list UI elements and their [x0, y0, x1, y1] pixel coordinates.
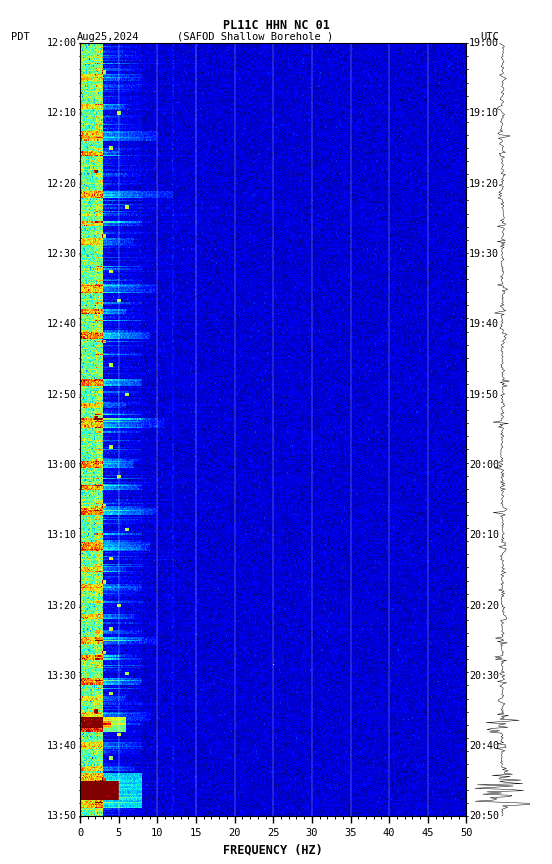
Text: 13:30: 13:30 — [47, 670, 77, 681]
Text: 13:20: 13:20 — [47, 600, 77, 611]
Text: 19:50: 19:50 — [469, 390, 499, 400]
Text: 12:30: 12:30 — [47, 249, 77, 259]
Text: 19:20: 19:20 — [469, 179, 499, 189]
Text: 20:50: 20:50 — [469, 811, 499, 822]
Text: 12:50: 12:50 — [47, 390, 77, 400]
Text: 19:00: 19:00 — [469, 38, 499, 48]
Text: 19:30: 19:30 — [469, 249, 499, 259]
Text: 12:20: 12:20 — [47, 179, 77, 189]
Text: 19:40: 19:40 — [469, 320, 499, 329]
Text: Aug25,2024: Aug25,2024 — [77, 32, 140, 42]
Text: UTC: UTC — [480, 32, 499, 42]
X-axis label: FREQUENCY (HZ): FREQUENCY (HZ) — [224, 844, 323, 857]
Text: 13:40: 13:40 — [47, 741, 77, 751]
Text: 12:40: 12:40 — [47, 320, 77, 329]
Text: 20:30: 20:30 — [469, 670, 499, 681]
Text: 20:00: 20:00 — [469, 460, 499, 470]
Text: 13:50: 13:50 — [47, 811, 77, 822]
Text: 20:20: 20:20 — [469, 600, 499, 611]
Text: (SAFOD Shallow Borehole ): (SAFOD Shallow Borehole ) — [177, 32, 333, 42]
Text: PDT: PDT — [11, 32, 30, 42]
Text: 13:00: 13:00 — [47, 460, 77, 470]
Text: PL11C HHN NC 01: PL11C HHN NC 01 — [222, 19, 330, 32]
Text: 20:10: 20:10 — [469, 530, 499, 540]
Text: 12:10: 12:10 — [47, 109, 77, 118]
Text: 13:10: 13:10 — [47, 530, 77, 540]
Text: 19:10: 19:10 — [469, 109, 499, 118]
Text: 20:40: 20:40 — [469, 741, 499, 751]
Text: 12:00: 12:00 — [47, 38, 77, 48]
